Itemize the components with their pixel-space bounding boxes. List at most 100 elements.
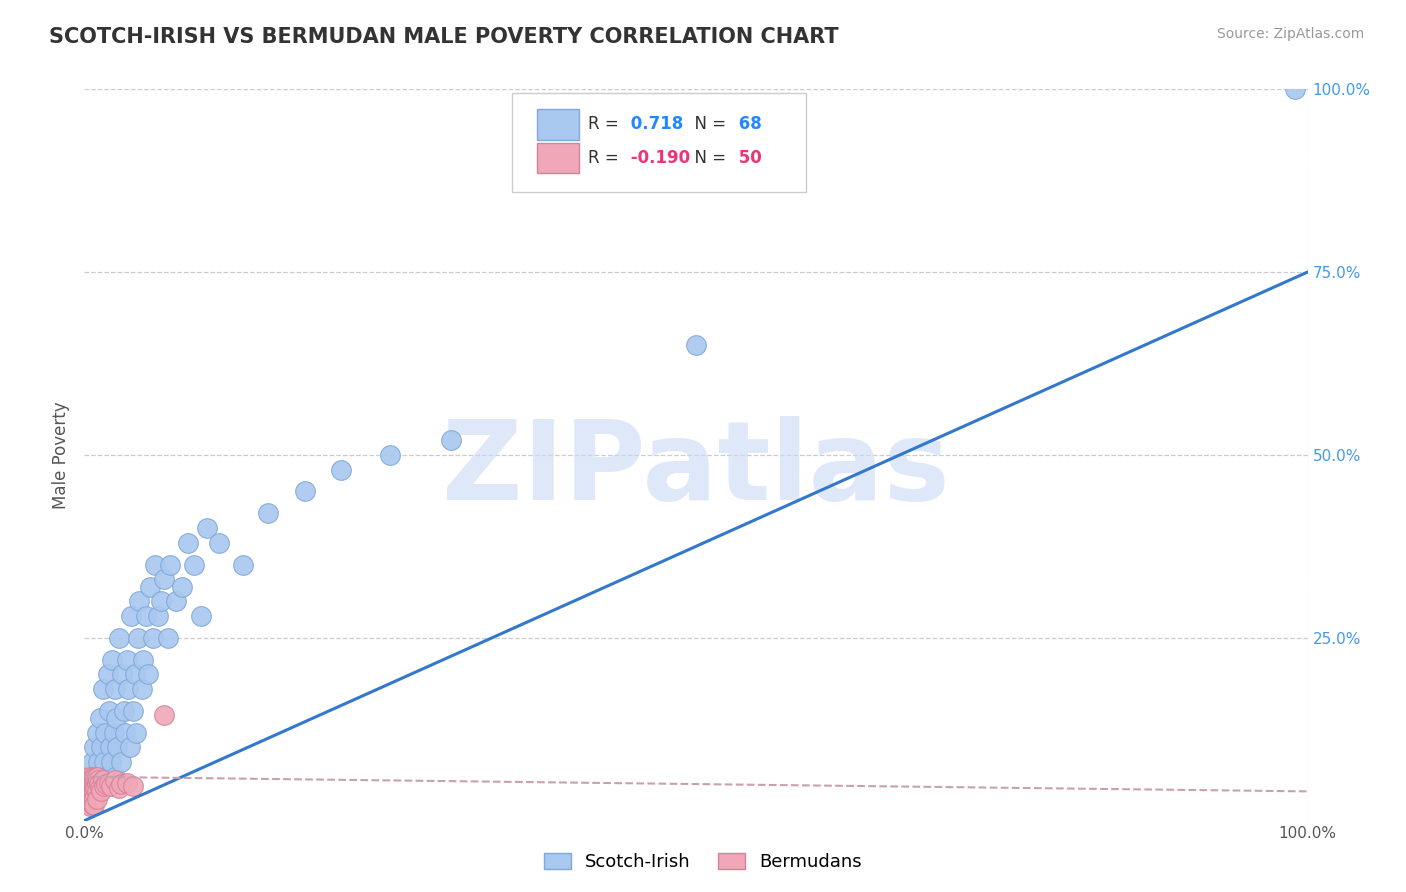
Point [89, 780, 111, 795]
Point [208, 535, 231, 549]
Point [82, 780, 104, 795]
Point [82, 775, 104, 789]
Point [83, 740, 105, 755]
Point [79, 773, 101, 788]
Point [153, 707, 176, 722]
Point [84, 770, 107, 784]
Point [80, 783, 103, 797]
Point [131, 681, 153, 696]
Point [1284, 82, 1306, 96]
Point [104, 681, 127, 696]
Point [111, 667, 134, 681]
Point [143, 558, 166, 572]
Point [104, 770, 127, 784]
Point [330, 462, 353, 476]
Point [120, 608, 142, 623]
Point [156, 631, 179, 645]
Point [105, 740, 128, 755]
Point [79, 777, 101, 791]
Point [122, 704, 145, 718]
Point [190, 608, 212, 623]
Point [96, 777, 118, 791]
Point [257, 507, 280, 521]
Point [89, 711, 111, 725]
Point [84, 780, 107, 795]
Point [87, 777, 110, 791]
Point [79, 799, 101, 814]
Y-axis label: Male Poverty: Male Poverty [52, 401, 70, 508]
Point [87, 770, 110, 784]
Text: Source: ZipAtlas.com: Source: ZipAtlas.com [1216, 27, 1364, 41]
Point [79, 780, 101, 795]
Point [150, 594, 173, 608]
Point [79, 788, 101, 802]
Text: R =: R = [588, 115, 619, 133]
Point [91, 773, 114, 788]
Point [232, 558, 254, 572]
Point [100, 755, 122, 769]
Point [97, 777, 120, 791]
Text: N =: N = [683, 149, 725, 167]
Point [79, 791, 101, 805]
Point [118, 740, 141, 755]
Point [77, 780, 100, 795]
Point [80, 771, 103, 785]
Point [110, 755, 132, 769]
Point [107, 631, 129, 645]
Point [80, 793, 103, 807]
Text: 50: 50 [733, 149, 762, 167]
Text: 68: 68 [733, 115, 762, 133]
Point [94, 726, 117, 740]
Point [115, 653, 138, 667]
Text: -0.190: -0.190 [626, 149, 690, 167]
Point [153, 572, 176, 586]
Point [83, 791, 105, 805]
Point [127, 631, 149, 645]
Point [105, 711, 128, 725]
Point [80, 788, 103, 802]
Point [79, 777, 101, 791]
Point [380, 448, 402, 462]
Point [183, 558, 205, 572]
Point [440, 434, 463, 448]
Legend: Scotch-Irish, Bermudans: Scotch-Irish, Bermudans [537, 846, 869, 879]
Point [80, 755, 103, 769]
Point [159, 558, 181, 572]
FancyBboxPatch shape [537, 109, 578, 140]
Point [87, 773, 110, 788]
Point [86, 791, 108, 805]
Point [86, 726, 108, 740]
Point [294, 484, 316, 499]
Point [86, 777, 108, 791]
Point [177, 535, 200, 549]
Point [91, 681, 114, 696]
Point [146, 608, 169, 623]
Point [103, 726, 125, 740]
Point [93, 755, 115, 769]
Point [77, 784, 100, 798]
Point [100, 779, 122, 793]
FancyBboxPatch shape [513, 93, 806, 192]
Point [112, 704, 135, 718]
Point [685, 338, 707, 352]
Point [87, 755, 110, 769]
Point [107, 780, 129, 795]
Point [86, 784, 108, 798]
Point [83, 797, 105, 812]
Point [98, 740, 121, 755]
Point [165, 594, 187, 608]
Point [82, 791, 104, 805]
Point [93, 779, 115, 793]
Point [83, 771, 105, 785]
Point [101, 653, 124, 667]
Text: N =: N = [683, 115, 725, 133]
Point [114, 726, 136, 740]
Point [91, 777, 114, 791]
Point [97, 667, 120, 681]
Point [82, 770, 104, 784]
Point [142, 631, 165, 645]
Point [172, 580, 194, 594]
FancyBboxPatch shape [537, 143, 578, 173]
Point [82, 797, 104, 812]
Point [83, 786, 105, 800]
